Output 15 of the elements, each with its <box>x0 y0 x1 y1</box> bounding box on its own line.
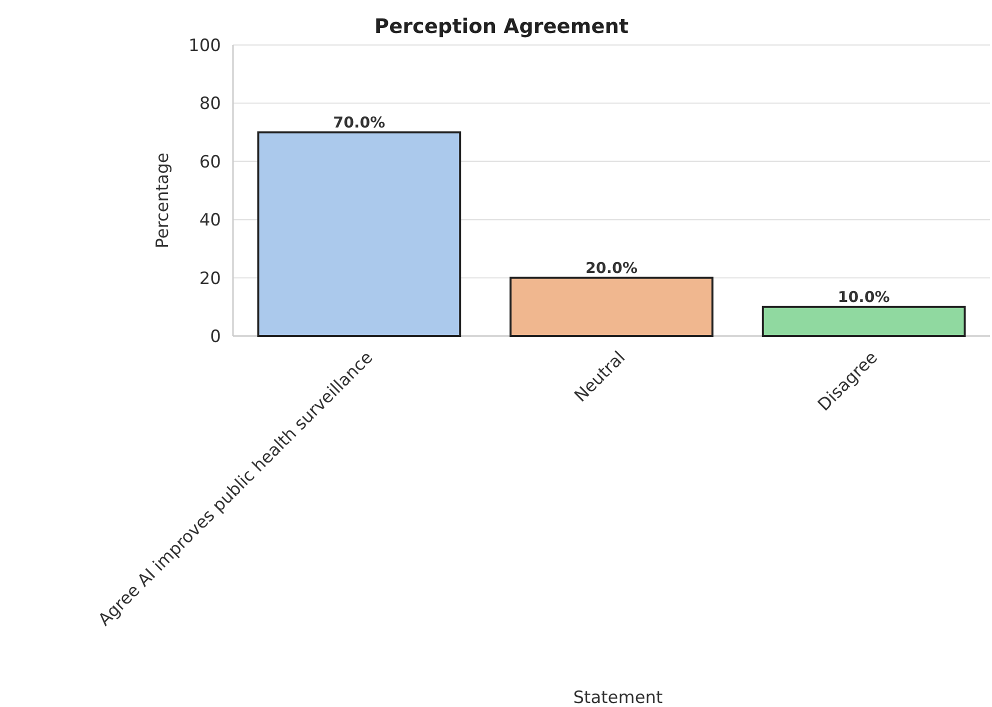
bar <box>510 276 714 337</box>
x-axis-title: Statement <box>573 688 664 707</box>
data-label: 70.0% <box>333 113 386 132</box>
bar <box>257 131 462 337</box>
y-tick-label: 20 <box>199 268 221 289</box>
y-tick-label: 100 <box>188 36 221 56</box>
data-label: 10.0% <box>838 288 890 306</box>
y-tick-label: 40 <box>199 210 221 231</box>
chart-title: Perception Agreement <box>374 14 630 38</box>
y-tick-label: 80 <box>199 94 221 114</box>
y-tick-label: 60 <box>199 152 221 172</box>
bar <box>762 306 966 337</box>
y-tick-label: 0 <box>210 326 221 347</box>
data-label: 20.0% <box>585 258 638 277</box>
y-axis-title: Percentage <box>153 152 173 248</box>
